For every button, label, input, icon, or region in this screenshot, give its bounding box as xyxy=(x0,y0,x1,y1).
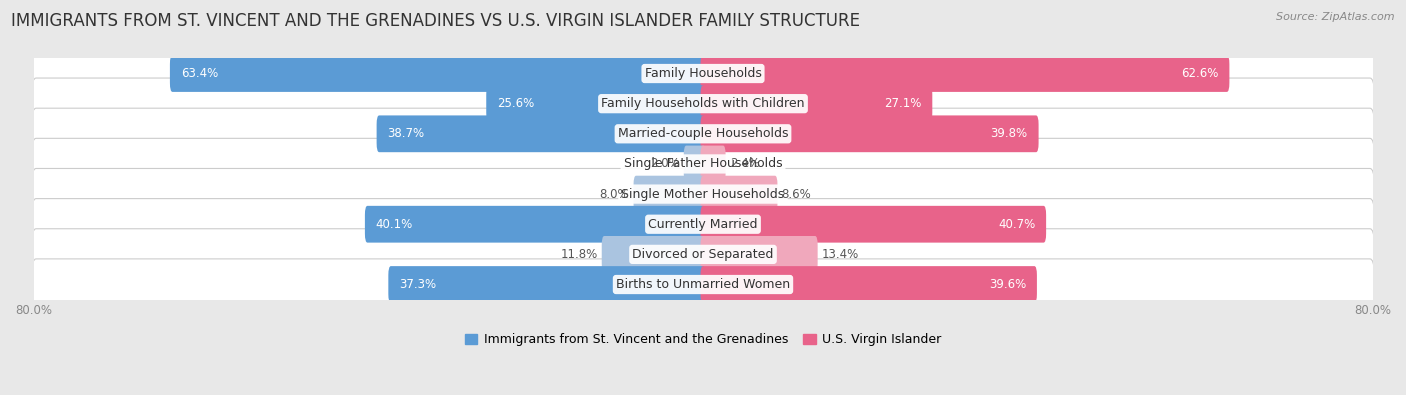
FancyBboxPatch shape xyxy=(32,138,1374,190)
Text: 2.4%: 2.4% xyxy=(730,158,759,171)
Text: 37.3%: 37.3% xyxy=(399,278,436,291)
Text: 63.4%: 63.4% xyxy=(181,67,218,80)
FancyBboxPatch shape xyxy=(170,55,706,92)
Text: Currently Married: Currently Married xyxy=(648,218,758,231)
FancyBboxPatch shape xyxy=(683,146,706,182)
Text: Births to Unmarried Women: Births to Unmarried Women xyxy=(616,278,790,291)
FancyBboxPatch shape xyxy=(32,199,1374,250)
FancyBboxPatch shape xyxy=(366,206,706,243)
FancyBboxPatch shape xyxy=(700,206,1046,243)
FancyBboxPatch shape xyxy=(634,176,706,213)
Text: 2.0%: 2.0% xyxy=(650,158,679,171)
FancyBboxPatch shape xyxy=(700,176,778,213)
FancyBboxPatch shape xyxy=(32,259,1374,310)
Text: Family Households with Children: Family Households with Children xyxy=(602,97,804,110)
Text: 39.8%: 39.8% xyxy=(991,127,1028,140)
FancyBboxPatch shape xyxy=(32,108,1374,160)
FancyBboxPatch shape xyxy=(602,236,706,273)
Text: 40.7%: 40.7% xyxy=(998,218,1035,231)
Text: 25.6%: 25.6% xyxy=(498,97,534,110)
Text: Source: ZipAtlas.com: Source: ZipAtlas.com xyxy=(1277,12,1395,22)
FancyBboxPatch shape xyxy=(32,48,1374,99)
Text: 8.6%: 8.6% xyxy=(782,188,811,201)
FancyBboxPatch shape xyxy=(700,236,818,273)
FancyBboxPatch shape xyxy=(388,266,706,303)
Text: Divorced or Separated: Divorced or Separated xyxy=(633,248,773,261)
Text: 40.1%: 40.1% xyxy=(375,218,413,231)
Text: Single Father Households: Single Father Households xyxy=(624,158,782,171)
Text: 8.0%: 8.0% xyxy=(600,188,630,201)
FancyBboxPatch shape xyxy=(700,115,1039,152)
FancyBboxPatch shape xyxy=(32,169,1374,220)
FancyBboxPatch shape xyxy=(486,85,706,122)
Text: 27.1%: 27.1% xyxy=(884,97,921,110)
Text: 39.6%: 39.6% xyxy=(988,278,1026,291)
FancyBboxPatch shape xyxy=(700,146,725,182)
Text: Family Households: Family Households xyxy=(644,67,762,80)
Text: Single Mother Households: Single Mother Households xyxy=(621,188,785,201)
Legend: Immigrants from St. Vincent and the Grenadines, U.S. Virgin Islander: Immigrants from St. Vincent and the Gren… xyxy=(465,333,941,346)
FancyBboxPatch shape xyxy=(32,229,1374,280)
FancyBboxPatch shape xyxy=(377,115,706,152)
Text: Married-couple Households: Married-couple Households xyxy=(617,127,789,140)
Text: IMMIGRANTS FROM ST. VINCENT AND THE GRENADINES VS U.S. VIRGIN ISLANDER FAMILY ST: IMMIGRANTS FROM ST. VINCENT AND THE GREN… xyxy=(11,12,860,30)
FancyBboxPatch shape xyxy=(700,266,1036,303)
Text: 13.4%: 13.4% xyxy=(823,248,859,261)
Text: 11.8%: 11.8% xyxy=(561,248,598,261)
FancyBboxPatch shape xyxy=(700,55,1229,92)
Text: 62.6%: 62.6% xyxy=(1181,67,1219,80)
FancyBboxPatch shape xyxy=(32,78,1374,129)
FancyBboxPatch shape xyxy=(700,85,932,122)
Text: 38.7%: 38.7% xyxy=(388,127,425,140)
